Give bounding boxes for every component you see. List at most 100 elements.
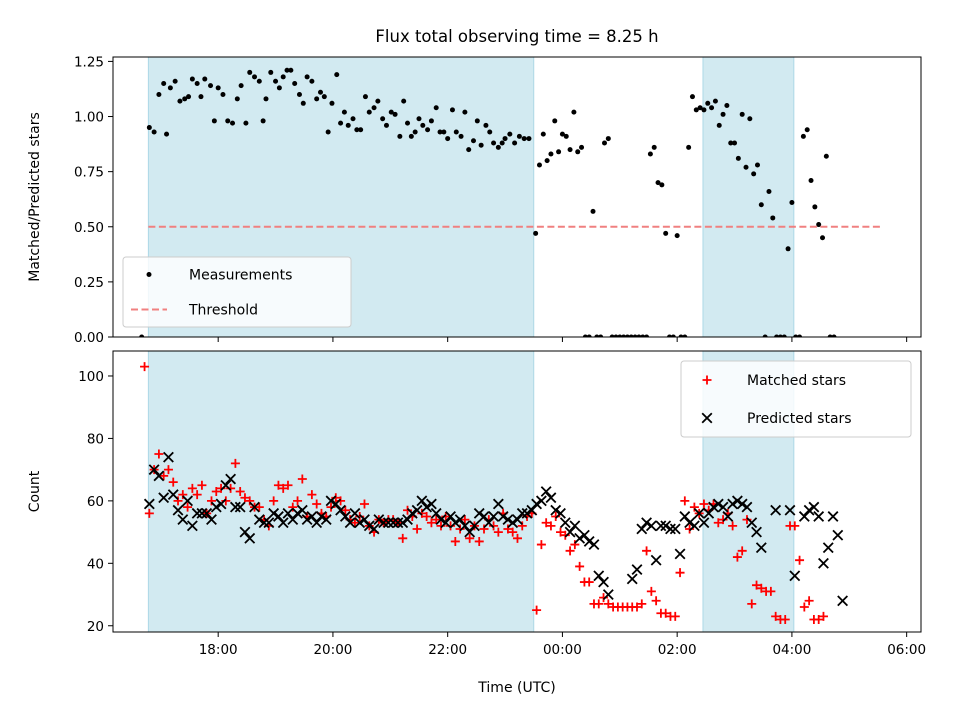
measurement-point: [693, 107, 699, 113]
measurement-point: [785, 246, 791, 252]
measurement-point: [371, 105, 377, 111]
matched-stars-point: [221, 496, 231, 506]
measurement-point: [325, 129, 331, 135]
predicted-stars-point: [311, 517, 323, 529]
x-tick-label: 02:00: [658, 642, 697, 658]
measurement-point: [470, 138, 476, 144]
matched-stars-point: [565, 546, 575, 556]
matched-stars-point: [336, 496, 346, 506]
matched-stars-point: [489, 521, 499, 531]
measurement-point: [383, 122, 389, 128]
measurement-point: [483, 122, 489, 128]
matched-stars-point: [661, 608, 671, 618]
measurement-point: [341, 109, 347, 115]
measurement-point: [194, 80, 200, 86]
measurement-point: [701, 107, 707, 113]
predicted-stars-point: [249, 501, 260, 513]
measurement-point: [292, 80, 298, 86]
predicted-stars-point: [578, 529, 590, 541]
measurement-point: [273, 78, 279, 84]
measurement-point: [263, 96, 269, 102]
measurement-point: [647, 151, 653, 157]
predicted-stars-point: [378, 517, 390, 529]
measurement-point: [321, 94, 327, 100]
measurement-point: [540, 131, 546, 137]
measurement-point: [437, 129, 443, 135]
matched-stars-point: [269, 496, 279, 506]
measurement-point: [563, 133, 569, 139]
predicted-stars-point: [674, 548, 686, 560]
measurement-point: [401, 98, 407, 104]
measurement-point: [659, 182, 665, 188]
predicted-stars-point: [363, 520, 375, 532]
matched-stars-point: [154, 449, 164, 459]
predicted-stars-point: [483, 517, 495, 529]
measurement-point: [621, 334, 627, 337]
matched-stars-point: [790, 521, 800, 531]
measurement-point: [268, 69, 274, 75]
matched-stars-point: [398, 533, 408, 543]
measurement-point: [709, 105, 715, 111]
legend-label: Matched stars: [747, 373, 846, 389]
measurement-point: [478, 142, 484, 148]
measurement-point: [816, 222, 822, 228]
measurement-point: [441, 129, 447, 135]
predicted-stars-point: [540, 486, 552, 497]
matched-stars-point: [646, 586, 656, 596]
measurement-point: [716, 122, 722, 128]
predicted-stars-point: [220, 479, 232, 491]
measurement-point: [215, 85, 221, 91]
matched-stars-point: [766, 586, 776, 596]
matched-stars-point: [307, 490, 317, 500]
measurement-point: [575, 149, 581, 155]
predicted-stars-point: [655, 520, 667, 532]
predicted-stars-point: [330, 498, 342, 510]
predicted-stars-point: [502, 514, 514, 526]
plot-area: [139, 57, 883, 337]
matched-stars-point: [503, 524, 513, 534]
measurement-point: [628, 334, 634, 337]
measurement-point: [762, 334, 768, 337]
predicted-stars-point: [641, 517, 653, 529]
measurement-point: [536, 162, 542, 168]
matched-stars-point: [192, 490, 202, 500]
matched-stars-point: [560, 530, 570, 540]
measurement-point: [167, 85, 173, 91]
matched-stars-point: [632, 602, 642, 612]
matched-stars-point: [603, 599, 613, 609]
predicted-stars-point: [215, 498, 227, 510]
matched-stars-point: [426, 518, 436, 528]
matched-stars-point: [422, 511, 432, 521]
predicted-stars-point: [636, 523, 648, 535]
measurement-point: [567, 147, 573, 153]
predicted-stars-point: [177, 514, 189, 526]
predicted-stars-point: [282, 507, 294, 519]
predicted-stars-point: [688, 520, 700, 532]
measurement-point: [728, 140, 734, 146]
predicted-stars-point: [598, 576, 609, 588]
matched-stars-point: [551, 511, 561, 521]
matched-stars-point: [450, 536, 460, 546]
panel-top: 0.00 0.25 0.50 0.75 1.00 1.25 Matched/Predicte…: [27, 54, 922, 346]
predicted-stars-point: [492, 498, 504, 510]
matched-stars-point: [532, 605, 542, 615]
measurement-point: [276, 85, 282, 91]
matched-stars-point: [479, 524, 489, 534]
predicted-stars-point: [382, 517, 394, 529]
predicted-stars-point: [712, 498, 724, 510]
y-tick-label: 0.25: [74, 275, 104, 291]
matched-stars-point: [288, 502, 298, 512]
y-tick-label: 1.25: [74, 54, 104, 70]
predicted-stars-point: [402, 514, 413, 526]
measurement-point: [609, 334, 615, 337]
predicted-stars-point: [253, 514, 265, 526]
measurement-point: [820, 235, 826, 241]
measurement-point: [739, 111, 745, 117]
matched-stars-point: [331, 493, 341, 503]
measurement-point: [186, 94, 192, 100]
predicted-stars-point: [325, 495, 337, 507]
predicted-stars-point: [722, 511, 734, 522]
measurement-point: [189, 76, 195, 82]
measurement-point: [177, 98, 183, 104]
predicted-stars-point: [684, 517, 696, 529]
